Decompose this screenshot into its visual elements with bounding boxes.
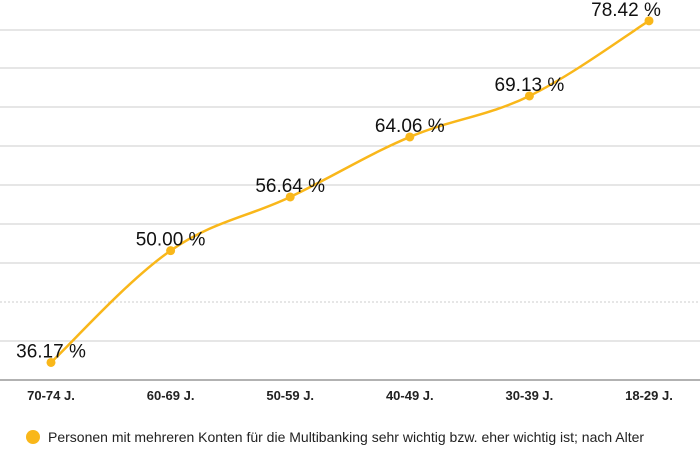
data-label: 78.42 % — [591, 0, 661, 21]
series-line-layer — [50, 19, 650, 364]
data-label: 64.06 % — [375, 116, 445, 137]
data-points — [46, 16, 654, 367]
data-point[interactable] — [285, 192, 295, 202]
data-label: 56.64 % — [255, 176, 325, 197]
data-point[interactable] — [405, 132, 415, 142]
data-label: 50.00 % — [136, 230, 206, 251]
series-line — [50, 19, 650, 364]
legend-label: Personen mit mehreren Konten für die Mul… — [48, 429, 644, 445]
data-label: 69.13 % — [495, 75, 565, 96]
data-label: 36.17 % — [16, 341, 86, 362]
gridlines — [0, 29, 700, 381]
data-point[interactable] — [166, 246, 176, 256]
legend[interactable]: Personen mit mehreren Konten für die Mul… — [26, 429, 644, 445]
data-labels: 36.17 % 50.00 % 56.64 % 64.06 % 69.13 % 78.42… — [16, 0, 661, 362]
data-point[interactable] — [644, 16, 654, 26]
x-tick-label: 30-39 J. — [506, 388, 554, 403]
x-axis-ticks: 70-74 J. 60-69 J. 50-59 J. 40-49 J. 30-39 J.… — [27, 388, 673, 403]
legend-swatch — [26, 430, 40, 444]
x-tick-label: 50-59 J. — [266, 388, 314, 403]
x-tick-label: 70-74 J. — [27, 388, 75, 403]
x-tick-label: 40-49 J. — [386, 388, 434, 403]
x-tick-label: 18-29 J. — [625, 388, 673, 403]
x-tick-label: 60-69 J. — [147, 388, 195, 403]
data-point[interactable] — [46, 357, 56, 367]
data-point[interactable] — [524, 91, 534, 101]
